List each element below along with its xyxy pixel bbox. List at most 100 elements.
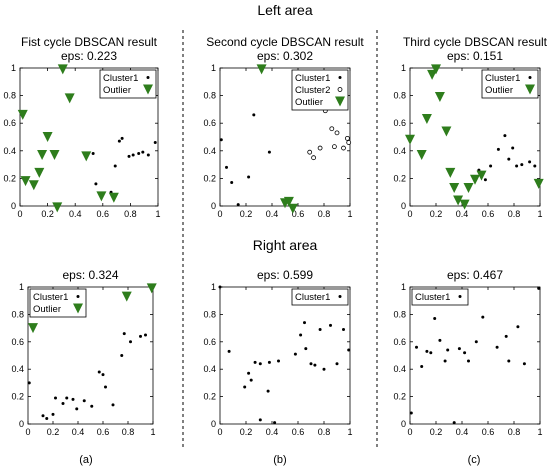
y-tick-label: 0.8 <box>393 309 406 319</box>
point-cluster1 <box>515 164 519 168</box>
point-outlier <box>28 180 39 191</box>
point-cluster1 <box>131 153 135 157</box>
point-cluster1 <box>247 371 251 375</box>
point-cluster1 <box>520 163 524 167</box>
x-tick-label: 0.8 <box>124 209 137 219</box>
y-tick-label: 0 <box>11 201 16 211</box>
point-cluster1 <box>446 348 450 352</box>
point-cluster1 <box>230 181 234 185</box>
point-cluster1 <box>313 363 317 367</box>
x-tick-label: 0.6 <box>97 209 110 219</box>
point-outlier <box>64 93 75 104</box>
caption-a: (a) <box>79 454 92 466</box>
point-outlier <box>416 149 427 160</box>
x-tick-label: 0 <box>217 427 222 437</box>
legend-marker-cluster2 <box>337 87 343 92</box>
point-cluster1 <box>318 327 322 331</box>
caption-b: (b) <box>273 454 286 466</box>
x-tick-label: 0.8 <box>318 427 331 437</box>
y-tick-label: 0.2 <box>11 392 24 402</box>
plot-frame <box>27 286 154 425</box>
point-cluster1 <box>293 352 297 356</box>
y-tick-label: 0 <box>19 419 24 429</box>
y-tick-label: 0.4 <box>203 146 216 156</box>
legend: Cluster1 <box>291 288 349 306</box>
point-outlier <box>121 291 132 302</box>
x-tick-label: 1 <box>155 209 160 219</box>
point-cluster1 <box>249 378 253 382</box>
x-tick-label: 0.6 <box>292 209 305 219</box>
point-cluster1 <box>483 178 487 182</box>
point-cluster2 <box>317 145 323 151</box>
point-cluster1 <box>267 150 271 154</box>
y-tick-label: 0.2 <box>203 173 216 183</box>
point-outlier <box>453 195 464 206</box>
point-outlier <box>57 64 68 75</box>
point-cluster1 <box>329 323 332 327</box>
y-tick-label: 0 <box>401 419 406 429</box>
point-outlier <box>434 91 445 102</box>
point-cluster1 <box>429 351 433 355</box>
point-outlier <box>108 192 119 203</box>
point-outlier <box>283 196 294 207</box>
point-cluster1 <box>438 338 442 342</box>
point-cluster1 <box>127 154 131 158</box>
y-tick-label: 0.6 <box>203 337 216 347</box>
legend-marker-outlier <box>525 84 535 95</box>
point-outlier <box>470 174 480 185</box>
chart-subtitle: eps: 0.467 <box>447 268 503 282</box>
y-tick-label: 0 <box>211 419 216 429</box>
point-cluster1 <box>54 396 57 400</box>
legend-marker-outlier <box>335 96 345 107</box>
chart-title: Fist cycle DBSCAN result <box>21 35 158 49</box>
point-outlier <box>533 178 544 189</box>
point-cluster1 <box>113 164 117 168</box>
point-cluster2 <box>329 126 335 132</box>
point-cluster1 <box>495 345 499 349</box>
x-tick-label: 0.8 <box>122 427 135 437</box>
point-cluster1 <box>258 362 262 366</box>
x-tick-label: 0.4 <box>456 427 469 437</box>
y-tick-label: 0.4 <box>3 146 16 156</box>
x-tick-label: 0.4 <box>72 427 85 437</box>
point-outlier <box>34 167 45 178</box>
point-cluster1 <box>443 359 447 363</box>
y-tick-label: 0.2 <box>393 392 406 402</box>
legend-label-outlier: Outlier <box>103 85 131 96</box>
y-tick-label: 0.8 <box>11 309 24 319</box>
point-cluster1 <box>137 152 141 156</box>
point-cluster1 <box>516 325 520 329</box>
point-cluster1 <box>342 327 345 331</box>
point-cluster1 <box>420 364 424 368</box>
point-cluster1 <box>273 421 277 425</box>
point-cluster1 <box>252 113 256 117</box>
chart-title: Third cycle DBSCAN result <box>403 35 548 49</box>
point-cluster1 <box>425 349 429 353</box>
point-cluster1 <box>467 359 470 363</box>
legend-marker-cluster1 <box>458 295 462 298</box>
point-cluster1 <box>27 381 31 385</box>
chart-panel-b-right: eps: 0.599 0 0.2 0.4 0.6 0.8 1 0 0.2 0.4 0.6 0.8 1 Cl… <box>203 268 352 437</box>
chart-panel-a-right: eps: 0.324 0 0.2 0.4 0.6 0.8 1 0 0.2 0.4 0.6 0.8 1 Cl… <box>11 268 157 437</box>
point-cluster1 <box>309 362 313 366</box>
caption-c: (c) <box>468 454 481 466</box>
legend-label-outlier: Outlier <box>33 304 61 315</box>
point-cluster1 <box>258 418 262 422</box>
x-tick-label: 0.4 <box>69 209 82 219</box>
point-cluster1 <box>474 340 478 344</box>
point-cluster2 <box>346 140 352 145</box>
y-tick-label: 0.6 <box>203 118 216 128</box>
point-outlier <box>463 183 474 194</box>
point-cluster1 <box>129 340 132 344</box>
legend-label-cluster1: Cluster1 <box>295 292 330 303</box>
plot-frame <box>219 286 351 425</box>
y-tick-label: 0.2 <box>203 392 216 402</box>
point-cluster1 <box>120 136 124 140</box>
point-outlier <box>431 64 441 75</box>
legend-marker-cluster1 <box>338 295 342 298</box>
point-outlier <box>17 109 28 120</box>
point-cluster1 <box>45 417 49 421</box>
legend-box <box>29 288 87 318</box>
